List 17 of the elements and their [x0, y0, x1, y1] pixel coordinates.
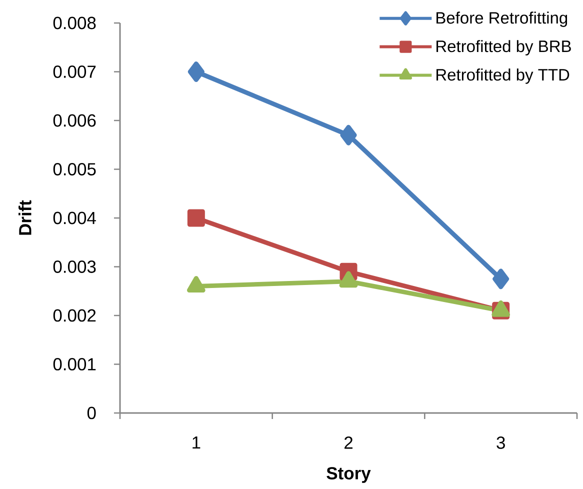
- y-axis-title: Drift: [18, 200, 32, 235]
- x-tick-label: 1: [192, 436, 200, 449]
- y-tick-label: 0.007: [53, 66, 96, 78]
- y-tick-label: 0.006: [53, 114, 96, 127]
- x-tick-label: 2: [344, 436, 352, 449]
- x-tick-label: 3: [496, 436, 505, 449]
- y-tick-label: 0.005: [53, 163, 96, 176]
- x-axis-title: Story: [326, 467, 371, 483]
- y-tick-label: 0.008: [53, 16, 96, 30]
- y-tick-label: 0.001: [53, 358, 96, 370]
- legend-label: Retrofitted by TTD: [436, 68, 570, 84]
- y-tick-label: 0.004: [53, 212, 96, 224]
- y-tick-label: 0: [87, 406, 96, 420]
- legend-label: Before Retrofitting: [436, 12, 568, 27]
- y-tick-label: 0.002: [53, 309, 96, 322]
- y-tick-label: 0.003: [53, 260, 96, 273]
- legend-label: Retrofitted by BRB: [436, 40, 571, 56]
